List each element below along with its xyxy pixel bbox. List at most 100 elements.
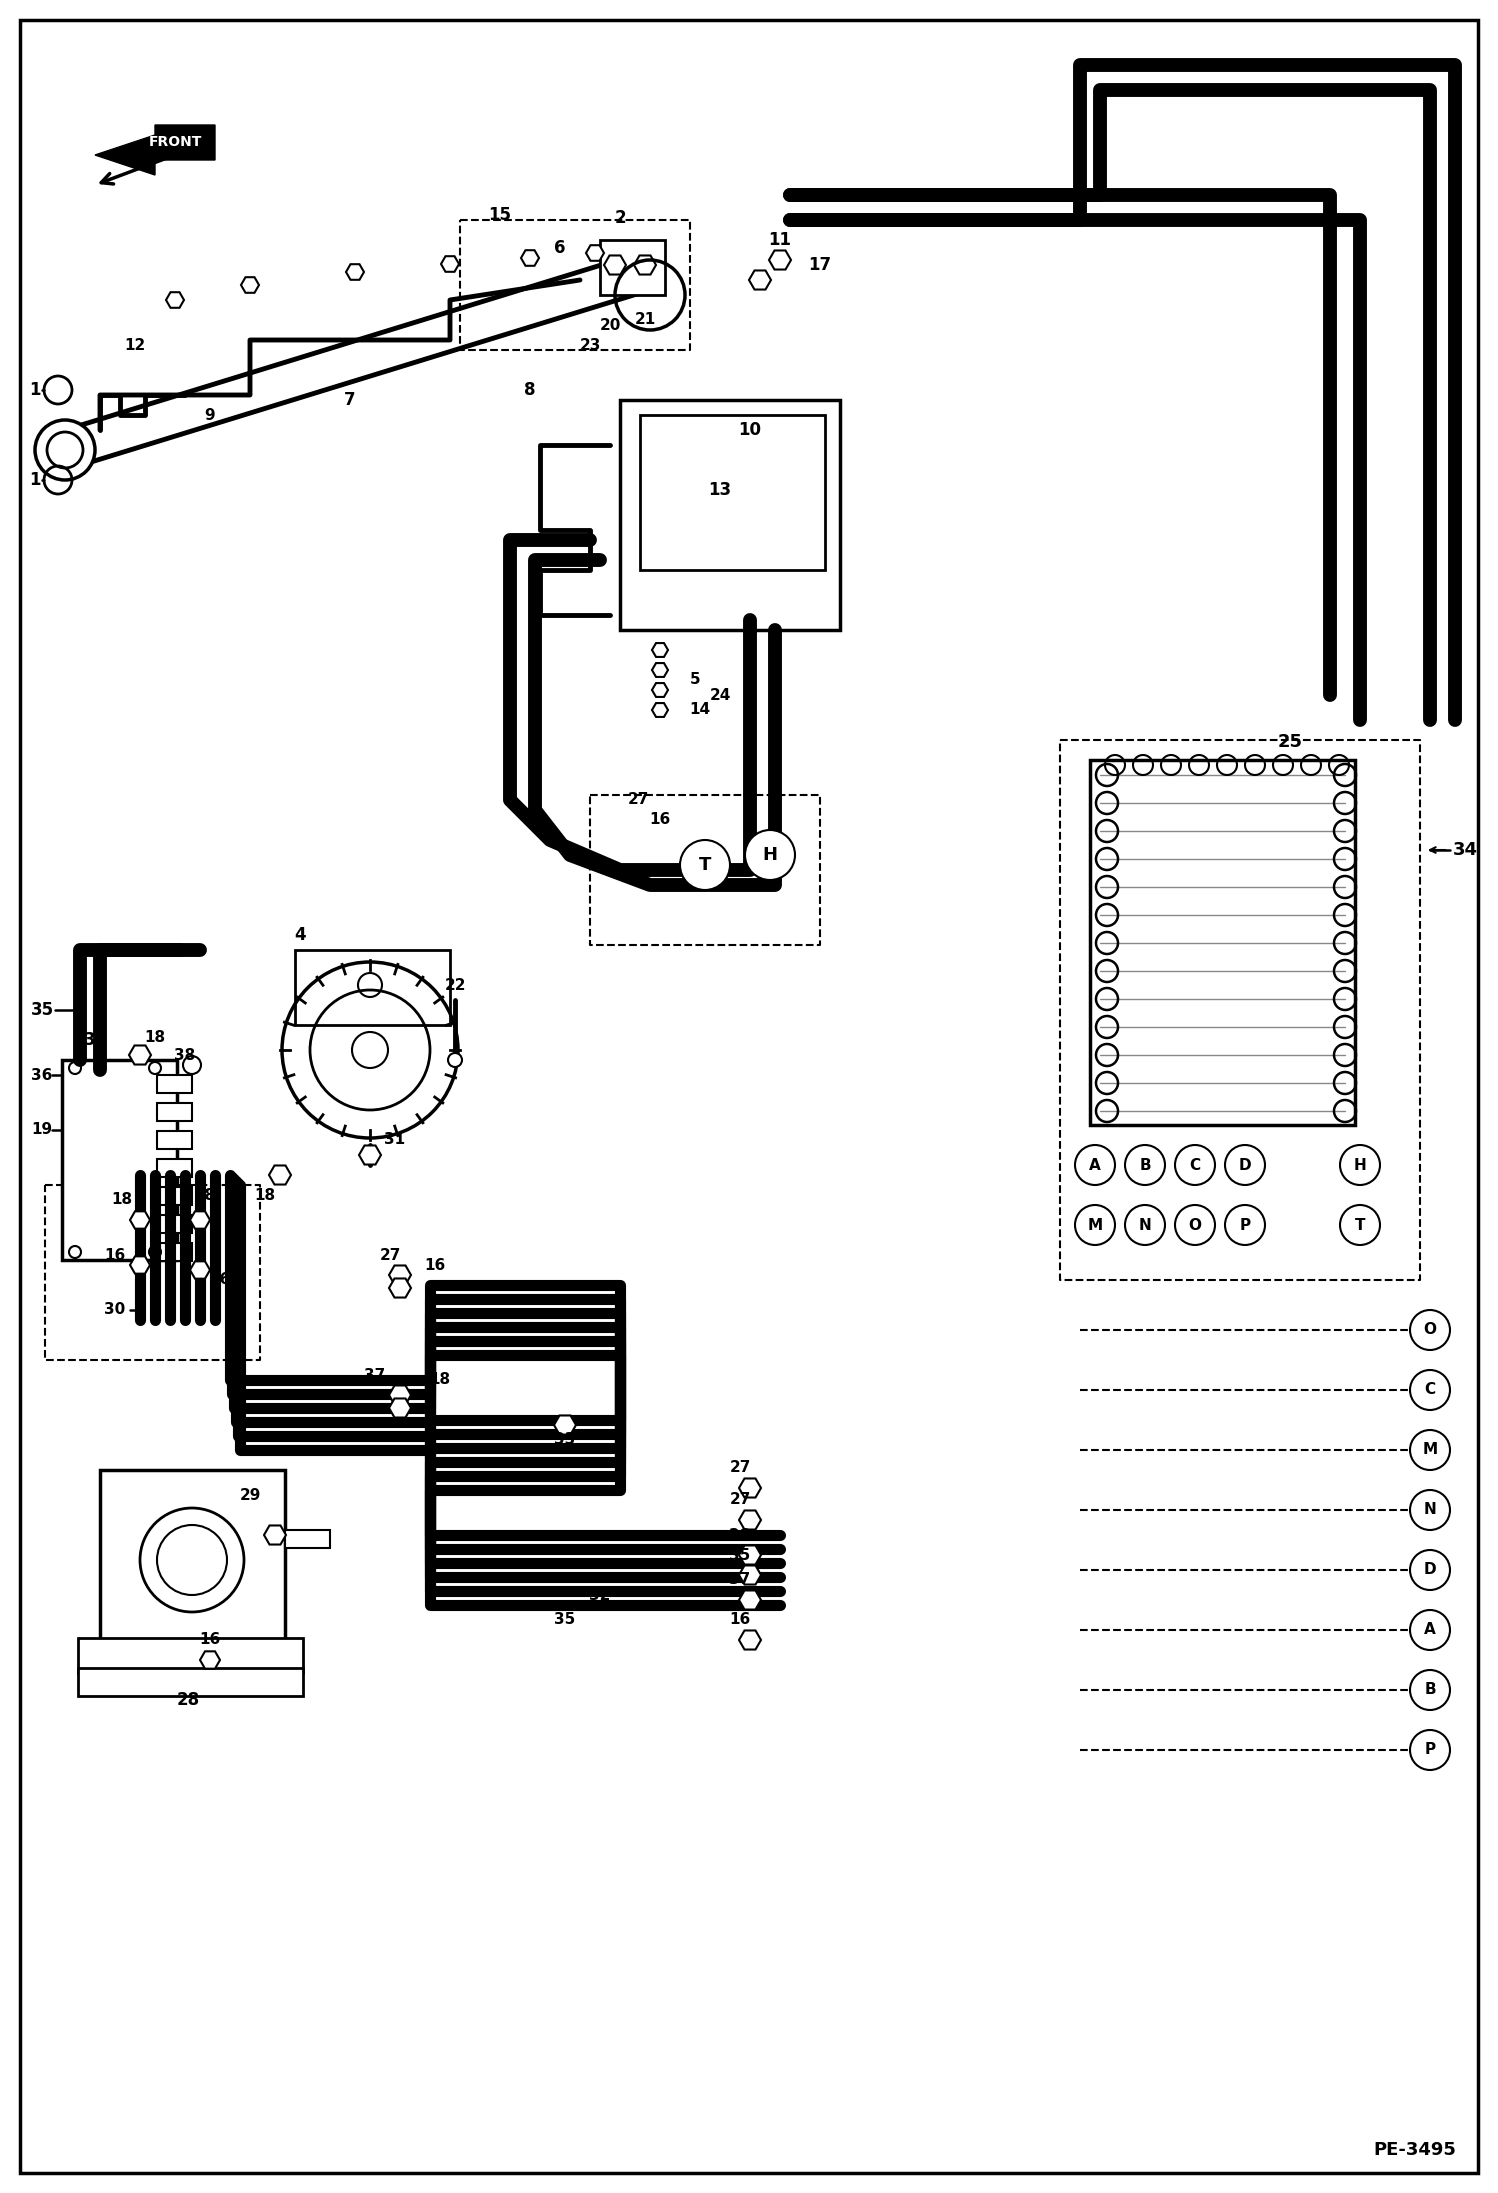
Text: 27: 27	[730, 1493, 750, 1507]
Text: 20: 20	[599, 318, 620, 333]
Circle shape	[352, 1033, 388, 1068]
Text: 18: 18	[144, 1031, 166, 1046]
Text: A: A	[1425, 1623, 1437, 1638]
Circle shape	[34, 421, 94, 480]
Text: B: B	[1138, 1158, 1150, 1173]
Text: PE-3495: PE-3495	[1374, 2140, 1456, 2158]
Text: 1: 1	[30, 382, 40, 399]
Text: N: N	[1423, 1502, 1437, 1518]
Circle shape	[1410, 1550, 1450, 1590]
Circle shape	[1174, 1204, 1215, 1246]
Text: 16: 16	[210, 1272, 231, 1287]
Circle shape	[680, 840, 730, 890]
Text: 10: 10	[739, 421, 761, 439]
Bar	[601, 239, 665, 296]
Text: FRONT: FRONT	[148, 136, 202, 149]
Text: 36: 36	[31, 1068, 52, 1083]
Text: 3: 3	[84, 1031, 96, 1048]
Text: 16: 16	[649, 811, 671, 827]
Text: 31: 31	[385, 1132, 406, 1147]
Text: T: T	[1354, 1217, 1365, 1232]
Circle shape	[46, 432, 82, 467]
Text: 9: 9	[205, 408, 216, 423]
Text: 35: 35	[554, 1612, 575, 1627]
Circle shape	[1410, 1371, 1450, 1410]
Bar	[157, 1186, 192, 1204]
Text: 5: 5	[689, 673, 700, 686]
Bar	[157, 1075, 192, 1092]
Circle shape	[448, 1053, 461, 1068]
Text: 23: 23	[580, 338, 601, 353]
Bar	[1091, 761, 1356, 1125]
Text: C: C	[1189, 1158, 1200, 1173]
Polygon shape	[94, 125, 216, 175]
Circle shape	[1174, 1145, 1215, 1184]
Text: 16: 16	[424, 1257, 445, 1272]
Text: 16: 16	[199, 1632, 220, 1647]
Text: 2: 2	[614, 208, 626, 228]
Text: 16: 16	[730, 1612, 750, 1627]
Circle shape	[1125, 1204, 1165, 1246]
Bar	[157, 1243, 192, 1261]
Circle shape	[745, 829, 795, 879]
Text: O: O	[1188, 1217, 1201, 1232]
Bar	[295, 950, 449, 1024]
Text: 29: 29	[240, 1487, 261, 1502]
Circle shape	[1341, 1204, 1380, 1246]
Circle shape	[1410, 1430, 1450, 1469]
Circle shape	[1410, 1489, 1450, 1531]
Circle shape	[1410, 1610, 1450, 1649]
Circle shape	[1076, 1204, 1115, 1246]
Text: 18: 18	[430, 1373, 451, 1388]
Text: 4: 4	[294, 925, 306, 943]
Text: 27: 27	[730, 1461, 750, 1476]
Text: C: C	[1425, 1382, 1435, 1397]
Text: 22: 22	[445, 978, 466, 993]
Bar	[640, 414, 825, 570]
Text: 14: 14	[689, 702, 710, 717]
Text: 27: 27	[628, 792, 649, 807]
Bar	[78, 1638, 303, 1673]
Circle shape	[1341, 1145, 1380, 1184]
Text: 8: 8	[524, 382, 536, 399]
Text: B: B	[1425, 1682, 1435, 1697]
Text: 28: 28	[177, 1691, 199, 1708]
Text: D: D	[1423, 1561, 1437, 1577]
Text: 7: 7	[345, 390, 357, 410]
Text: P: P	[1239, 1217, 1251, 1232]
Text: 15: 15	[488, 206, 511, 224]
Text: H: H	[762, 846, 777, 864]
Bar	[157, 1103, 192, 1121]
Text: 18: 18	[111, 1193, 132, 1208]
Text: P: P	[1425, 1743, 1435, 1757]
Text: M: M	[1423, 1443, 1438, 1458]
Text: 37: 37	[364, 1368, 385, 1382]
Bar	[157, 1158, 192, 1178]
Text: 32: 32	[589, 1588, 611, 1603]
Text: 35: 35	[30, 1000, 54, 1020]
Text: 18: 18	[195, 1186, 216, 1202]
Text: 30: 30	[105, 1303, 126, 1318]
Text: 19: 19	[31, 1123, 52, 1138]
Text: M: M	[1088, 1217, 1103, 1232]
Text: 26: 26	[730, 1529, 750, 1542]
Bar	[78, 1669, 303, 1695]
Text: N: N	[1138, 1217, 1152, 1232]
Circle shape	[1125, 1145, 1165, 1184]
Text: T: T	[698, 855, 712, 875]
Text: 13: 13	[709, 480, 731, 500]
Text: 11: 11	[768, 230, 791, 250]
Text: H: H	[1354, 1158, 1366, 1173]
Text: 21: 21	[634, 311, 656, 327]
Bar	[100, 1469, 285, 1645]
Text: 38: 38	[174, 1048, 196, 1061]
Text: 33: 33	[554, 1432, 575, 1447]
Bar	[285, 1531, 330, 1548]
Circle shape	[1410, 1309, 1450, 1351]
Bar	[61, 1059, 177, 1261]
Circle shape	[1410, 1671, 1450, 1711]
Text: 12: 12	[124, 338, 145, 353]
Bar	[157, 1215, 192, 1232]
Text: D: D	[1239, 1158, 1251, 1173]
Text: A: A	[1089, 1158, 1101, 1173]
